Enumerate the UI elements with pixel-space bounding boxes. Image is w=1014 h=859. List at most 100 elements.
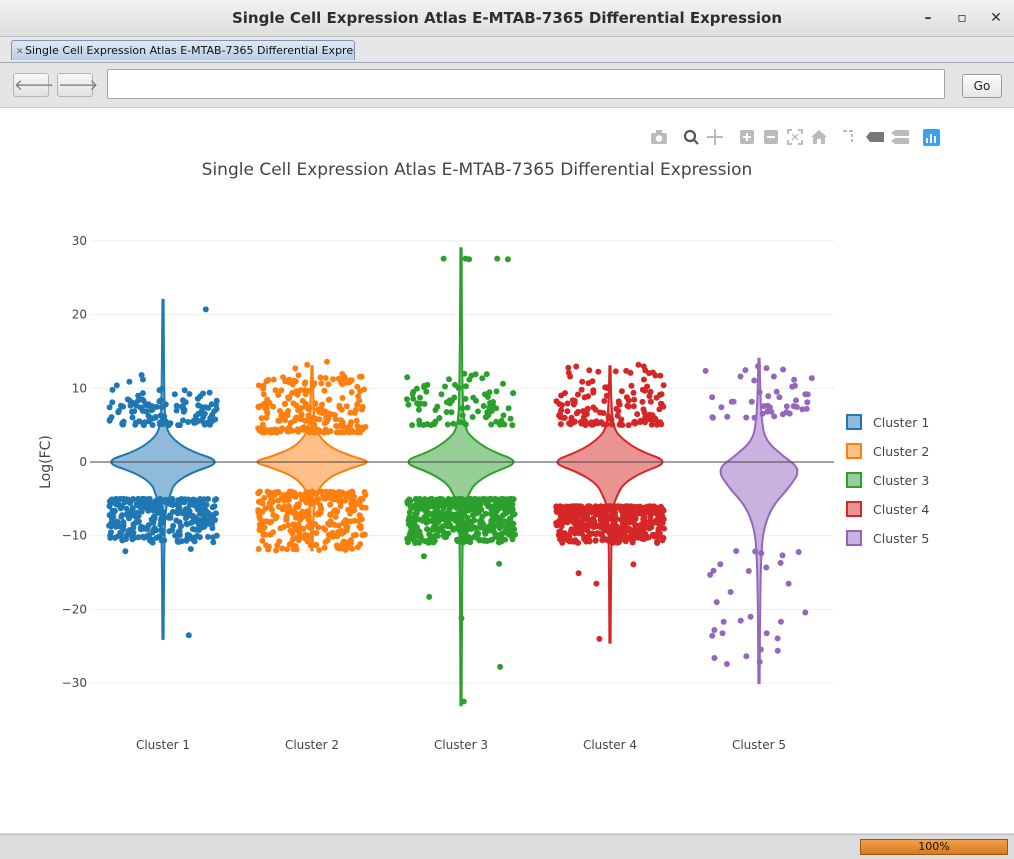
zoom-out-icon[interactable] — [764, 130, 778, 144]
close-icon[interactable]: ✕ — [990, 10, 1002, 26]
cluster-2-point — [329, 533, 336, 540]
cluster-4-point — [558, 537, 565, 544]
cluster-3-point — [408, 534, 415, 540]
cluster-4-point — [564, 400, 571, 407]
cluster-1-point — [135, 502, 142, 509]
legend-item-cluster-1[interactable]: Cluster 1 — [846, 414, 929, 430]
cluster-1-point — [118, 533, 124, 539]
legend-label: Cluster 2 — [873, 444, 929, 459]
url-input[interactable] — [107, 69, 945, 99]
cluster-2-point — [299, 508, 306, 515]
cluster-4-point — [628, 382, 635, 389]
cluster-1-point — [120, 403, 127, 410]
cluster-1-point — [192, 497, 199, 504]
cluster-2-point — [348, 498, 355, 505]
cluster-4-point — [572, 537, 579, 544]
zoom-in-icon[interactable] — [740, 130, 754, 144]
forward-button[interactable]: 🡒 — [57, 73, 98, 97]
cluster-2-point — [337, 490, 344, 497]
cluster-2-point — [302, 417, 309, 424]
cluster-3-point — [447, 501, 454, 508]
spike-lines-icon[interactable] — [843, 130, 853, 142]
cluster-5-point — [791, 376, 798, 383]
cluster-3-point — [435, 527, 442, 534]
cluster-5-point — [720, 618, 727, 625]
cluster-1-point — [204, 419, 211, 426]
cluster-5-point — [793, 397, 799, 404]
cluster-4-point — [587, 531, 594, 537]
cluster-4-point — [630, 507, 637, 514]
cluster-4-point — [646, 393, 653, 400]
cluster-5-point — [707, 571, 714, 578]
cluster-4-point — [622, 523, 629, 529]
cluster-3-point — [436, 509, 443, 516]
cluster-2-point — [333, 423, 340, 429]
cluster-3-point — [428, 422, 435, 429]
go-button[interactable]: Go — [962, 74, 1002, 98]
cluster-1-point — [169, 508, 176, 515]
home-icon[interactable] — [811, 130, 827, 144]
maximize-icon[interactable]: ▫ — [957, 10, 967, 26]
cluster-4-point — [579, 378, 586, 385]
cluster-3-point — [462, 395, 469, 402]
camera-icon[interactable] — [651, 130, 667, 144]
zoom-icon[interactable] — [683, 129, 699, 145]
cluster-4-point — [565, 364, 572, 371]
hover-closest-icon[interactable] — [866, 132, 884, 142]
legend-item-cluster-2[interactable]: Cluster 2 — [846, 443, 929, 459]
cluster-1-point — [135, 534, 142, 541]
cluster-1-point — [201, 410, 208, 417]
hover-compare-icon[interactable] — [891, 130, 909, 144]
cluster-1-point — [184, 531, 191, 538]
cluster-5-point — [799, 406, 806, 413]
cluster-3-point — [477, 498, 484, 505]
cluster-1-point — [122, 548, 129, 555]
cluster-4-point — [590, 387, 597, 394]
cluster-3-point — [509, 512, 516, 519]
legend-item-cluster-3[interactable]: Cluster 3 — [846, 472, 929, 488]
cluster-4-point — [584, 512, 591, 519]
cluster-4-point — [658, 400, 665, 407]
tab-close-icon[interactable]: ✕ — [16, 47, 24, 57]
cluster-3-point — [404, 374, 411, 381]
cluster-3-point — [482, 391, 488, 398]
cluster-2-point — [324, 358, 330, 365]
cluster-1-point — [202, 306, 209, 313]
cluster-4-point — [594, 504, 601, 511]
cluster-5-violin — [719, 357, 799, 685]
cluster-2-point — [278, 387, 285, 394]
pan-icon[interactable] — [707, 129, 723, 145]
cluster-2-point — [274, 488, 281, 495]
cluster-5-point — [717, 561, 724, 568]
cluster-1-point — [106, 404, 113, 411]
cluster-5-point — [777, 618, 784, 625]
cluster-2-point — [285, 408, 292, 414]
cluster-2-point — [279, 545, 286, 552]
minimize-icon[interactable]: – — [924, 10, 932, 26]
cluster-3-point — [425, 539, 432, 546]
cluster-3-point — [484, 409, 491, 416]
cluster-4-point — [618, 388, 625, 395]
cluster-4-point — [660, 382, 667, 389]
legend-item-cluster-4[interactable]: Cluster 4 — [846, 501, 929, 517]
tab-differential-expression[interactable]: ✕Single Cell Expression Atlas E-MTAB-736… — [11, 40, 355, 60]
cluster-2-point — [354, 423, 361, 430]
cluster-5-point — [795, 549, 802, 555]
autoscale-icon[interactable] — [787, 129, 803, 145]
plotly-logo-icon[interactable] — [923, 129, 940, 146]
cluster-5-point — [763, 365, 770, 372]
cluster-1-point — [207, 515, 214, 522]
cluster-5-point — [793, 404, 800, 410]
cluster-4-point — [601, 398, 608, 404]
cluster-2-point — [337, 503, 344, 510]
back-button[interactable]: 🡐 — [13, 73, 54, 97]
cluster-1-point — [140, 376, 146, 383]
cluster-2-point — [355, 518, 362, 524]
cluster-4-point — [600, 421, 607, 428]
cluster-4-point — [635, 504, 642, 511]
cluster-5-point — [745, 568, 752, 574]
legend-item-cluster-5[interactable]: Cluster 5 — [846, 530, 929, 546]
cluster-1-point — [119, 420, 126, 427]
cluster-1-point — [184, 513, 191, 520]
cluster-1-point — [185, 419, 192, 425]
